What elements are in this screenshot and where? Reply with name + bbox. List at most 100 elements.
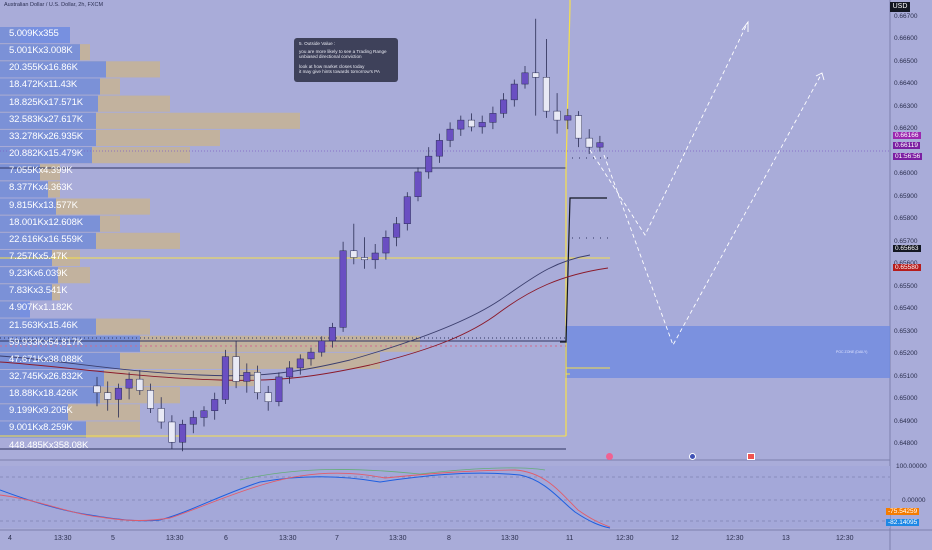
poc-zone <box>565 326 890 378</box>
volume-profile-label: 8.377Kx4.363K <box>9 182 73 194</box>
moving-average <box>0 254 591 377</box>
event-flag-icon[interactable] <box>747 453 755 460</box>
volume-bar-buy <box>0 78 100 95</box>
candle-body <box>275 376 283 402</box>
volume-profile-label: 18.825Kx17.571K <box>9 96 84 108</box>
volume-bar-buy <box>0 181 48 198</box>
price-tick: 0.66300 <box>894 102 918 110</box>
price-tick: 0.65100 <box>894 372 918 380</box>
candle-body <box>457 119 465 130</box>
volume-bar-buy <box>0 215 100 232</box>
price-tick: 0.65700 <box>894 237 918 245</box>
note-line: it may give hints towards tomorrow's PA <box>299 69 380 75</box>
time-tick: 7 <box>335 535 339 542</box>
annotation-note[interactable]: 5. Outside Value : you are more likely t… <box>294 38 398 82</box>
value-area-line <box>565 0 571 436</box>
candle-body <box>114 387 122 400</box>
candle-body <box>489 113 497 123</box>
volume-bar-buy <box>0 129 96 147</box>
volume-profile-label: 21.563Kx15.46K <box>9 319 78 331</box>
oscillator-background <box>0 466 890 528</box>
price-tick: 0.65300 <box>894 327 918 335</box>
candle-body <box>585 137 593 148</box>
volume-profile-label: 7.055Kx4.399K <box>9 165 73 177</box>
price-tick: 0.66600 <box>894 35 918 43</box>
volume-bar-buy <box>0 95 98 112</box>
candle-body <box>179 423 187 443</box>
volume-profile-label: 7.83Kx3.541K <box>9 285 68 297</box>
price-tick: 0.66400 <box>894 80 918 88</box>
volume-bar-buy <box>0 284 52 301</box>
volume-profile-label: 59.933Kx54.817K <box>9 336 84 348</box>
volume-bar-buy <box>0 404 68 421</box>
candle-body <box>553 110 561 121</box>
price-tick: 0.66700 <box>894 12 918 20</box>
volume-profile-label: 32.583Kx27.617K <box>9 113 84 125</box>
volume-profile-label: 4.907Kx1.182K <box>9 302 73 314</box>
price-tick: 0.66500 <box>894 57 918 65</box>
volume-profile-label: 20.355Kx16.86K <box>9 62 78 74</box>
volume-bar-buy <box>0 112 96 129</box>
volume-bar-buy <box>0 232 96 249</box>
volume-profile-label: 9.001Kx8.259K <box>9 422 73 434</box>
time-tick: 13:30 <box>501 535 519 542</box>
poc-label: POC ZONE (DAILY) <box>836 350 868 354</box>
volume-profile-label: 22.616Kx16.559K <box>9 233 84 245</box>
event-flag-icon[interactable] <box>606 453 613 460</box>
candle-body <box>254 372 261 393</box>
volume-profile-label: 9.199Kx9.205K <box>9 405 73 417</box>
price-tick: 0.66000 <box>894 170 918 178</box>
volume-profile-label: 448.485Kx358.08K <box>9 439 89 451</box>
oscillator-pane: 100.00000 0.00000 <box>0 463 927 529</box>
event-flag-icon[interactable] <box>689 453 696 460</box>
volume-profile-label: 20.882Kx15.479K <box>9 148 84 160</box>
candle-body <box>564 115 572 121</box>
projection-path <box>603 72 823 347</box>
candle-body <box>393 223 401 238</box>
candle-body <box>221 356 229 400</box>
value-area-line <box>566 257 610 369</box>
oscillator-tick: 100.00000 <box>896 463 927 470</box>
oscillator-label: -82.14095 <box>886 519 920 526</box>
oscillator-tick: 0.00000 <box>902 497 926 504</box>
volume-profile-label: 18.472Kx11.43K <box>9 79 78 91</box>
volume-bar-buy <box>0 27 70 44</box>
volume-bar-buy <box>0 318 96 335</box>
candle-body <box>575 115 582 139</box>
candle-body <box>286 367 294 378</box>
note-line: unbiased directional conviction <box>299 54 362 60</box>
volume-profile-label: 5.001Kx3.008K <box>9 45 73 57</box>
time-tick: 8 <box>447 535 451 542</box>
volume-bar-buy <box>0 370 104 387</box>
volume-profile-label: 9.815Kx13.577K <box>9 199 78 211</box>
candle-body <box>328 327 336 342</box>
candle-body <box>510 83 518 101</box>
price-tick: 0.65900 <box>894 192 918 200</box>
candle-body <box>403 196 411 224</box>
time-tick: 6 <box>224 535 228 542</box>
time-tick: 12:30 <box>616 535 634 542</box>
candle-body <box>339 250 347 328</box>
value-area-line <box>565 373 570 436</box>
candle-body <box>446 128 454 141</box>
price-label: 01:56:56 <box>893 153 923 161</box>
candle-body <box>425 155 433 173</box>
volume-bar-buy <box>0 421 86 438</box>
candle-body <box>478 122 486 128</box>
volume-profile-label: 9.23Kx6.039K <box>9 268 68 280</box>
oscillator-histogram <box>239 467 546 481</box>
candle-body <box>542 77 550 112</box>
symbol-title: Australian Dollar / U.S. Dollar, 2h, FXC… <box>4 2 104 8</box>
note-title: 5. Outside Value : <box>299 41 336 46</box>
price-tick: 0.66200 <box>894 125 918 133</box>
time-tick: 11 <box>566 535 574 542</box>
time-tick: 13 <box>782 535 790 542</box>
currency-button[interactable]: USD <box>890 2 910 12</box>
projection-arrow-icon <box>815 72 825 81</box>
time-tick: 13:30 <box>389 535 407 542</box>
candle-body <box>147 390 154 409</box>
time-tick: 13:30 <box>279 535 297 542</box>
volume-profile-label: 47.671Kx38.088K <box>9 353 84 365</box>
